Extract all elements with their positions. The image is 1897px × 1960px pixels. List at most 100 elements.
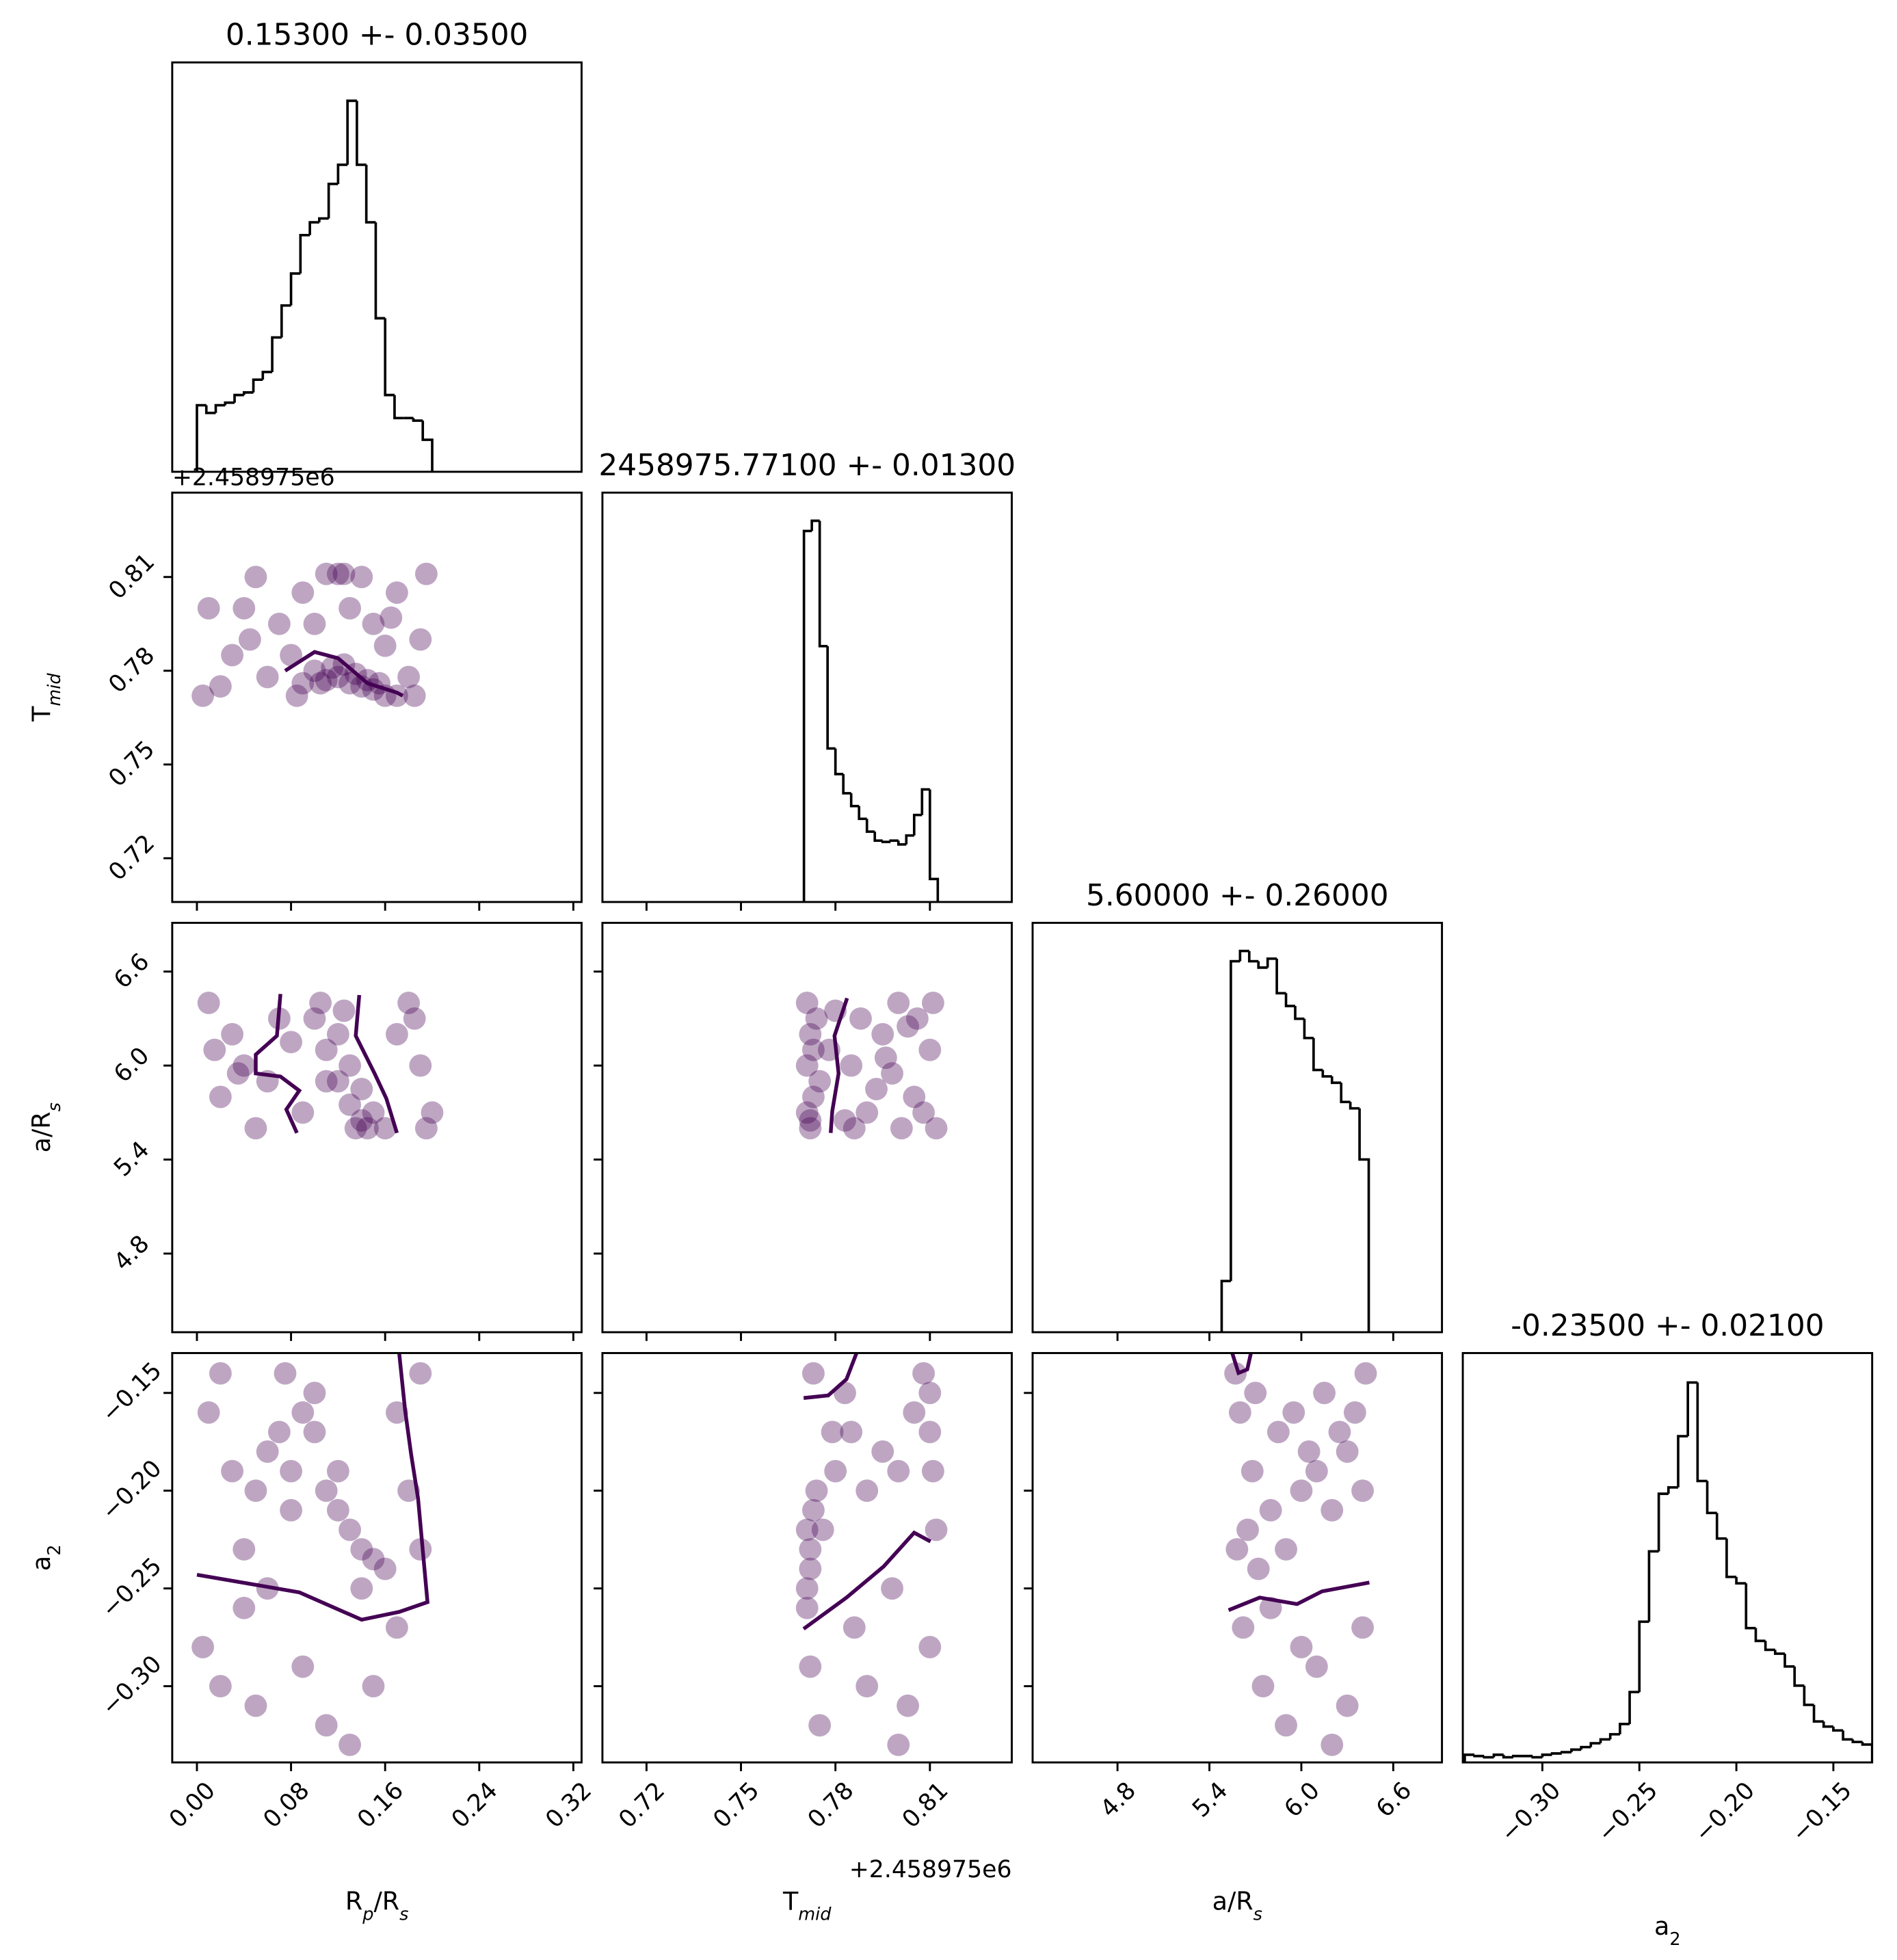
scatter-point (811, 1518, 834, 1541)
histogram-bin (810, 519, 820, 531)
scatter-point (373, 1117, 397, 1140)
scatter-point (256, 1440, 279, 1463)
scatter-point (865, 1078, 888, 1100)
scatter-point (350, 1577, 373, 1600)
y-tick-label: 4.8 (109, 1230, 155, 1276)
contour (354, 994, 399, 1134)
scatter-point (291, 1655, 315, 1678)
panel-title: 0.15300 +- 0.03500 (226, 18, 529, 53)
scatter-point (887, 992, 910, 1014)
scatter-point (326, 665, 349, 689)
label-part: R (345, 1886, 362, 1916)
scatter-point (897, 1694, 920, 1717)
scatter-point (890, 1117, 913, 1140)
scatter-point (855, 1675, 879, 1698)
histogram-bin (261, 371, 273, 380)
scatter-point (332, 999, 356, 1022)
scatter-point (326, 1070, 349, 1093)
histogram-bin (1492, 1753, 1504, 1758)
scatter-point (280, 644, 303, 667)
x-tick-label: −0.15 (1786, 1777, 1857, 1847)
scatter-point (1244, 1381, 1267, 1405)
histogram-bin (1570, 1748, 1582, 1753)
scatter-point (191, 1636, 214, 1658)
scatter-point (397, 665, 421, 689)
panel-frame (601, 491, 1013, 903)
scatter-point (350, 1109, 373, 1132)
histogram-bin (252, 378, 263, 393)
y-tick-label: −0.20 (96, 1455, 167, 1525)
histogram-bin (1667, 1486, 1678, 1494)
x-axis-label: Rp/Rs (345, 1886, 409, 1924)
scatter-point (339, 1054, 362, 1077)
histogram-bin (818, 520, 828, 648)
histogram-bin (356, 101, 367, 166)
scatter-point (1321, 1733, 1344, 1756)
scatter-point (409, 1362, 432, 1385)
scatter-point (881, 1062, 903, 1085)
panel (191, 562, 438, 707)
scatter-point (356, 1117, 379, 1140)
scatter-point (256, 665, 279, 689)
scatter-point (843, 1117, 866, 1140)
scatter-point (805, 1007, 828, 1030)
scatter-point (221, 1022, 244, 1046)
scatter-point (874, 1046, 897, 1070)
scatter-point (1236, 1518, 1259, 1541)
label-part: a/R (1212, 1886, 1253, 1916)
histogram-bin (1608, 1733, 1620, 1740)
subscript: s (399, 1904, 408, 1924)
histogram-bin (897, 840, 907, 846)
scatter-point (795, 1054, 819, 1077)
x-axis-label: Tmid (782, 1886, 832, 1924)
scatter-point (385, 581, 408, 604)
subscript: s (44, 1102, 65, 1111)
subscript: p (362, 1904, 373, 1924)
scatter-point (925, 1518, 948, 1541)
scatter-point (1266, 1420, 1290, 1444)
histogram-bin (1294, 1006, 1305, 1020)
scatter-point (244, 1117, 267, 1140)
scatter-point (397, 992, 421, 1014)
histogram-bin (1677, 1435, 1688, 1487)
scatter-point (291, 1401, 315, 1424)
histogram-bin (1349, 1102, 1360, 1110)
scatter-point (918, 1038, 942, 1061)
subscript: mid (798, 1904, 832, 1924)
scatter-point (821, 1420, 844, 1444)
scatter-point (209, 1085, 232, 1109)
scatter-point (802, 1362, 825, 1385)
histogram-bin (336, 163, 348, 184)
y-tick-label: 6.6 (109, 948, 155, 994)
scatter-point (840, 1054, 863, 1077)
histogram-bin (1725, 1538, 1737, 1578)
histogram-bin (233, 393, 244, 403)
histogram-bin (889, 839, 899, 843)
y-axis-label: a/Rs (27, 1102, 65, 1152)
histogram-bin (1812, 1704, 1824, 1723)
scatter-point (799, 1117, 822, 1140)
scatter-point (1247, 1557, 1270, 1580)
scatter-point (921, 992, 944, 1014)
scatter-point (303, 612, 326, 635)
scatter-point (315, 1038, 338, 1061)
scatter-point (303, 1381, 326, 1405)
scatter-point (303, 1420, 326, 1444)
histogram-bin (912, 813, 923, 836)
scatter-point (897, 1015, 920, 1038)
x-axis-label: a2 (1654, 1911, 1681, 1950)
scatter-point (291, 581, 315, 604)
y-tick-label: −0.15 (96, 1357, 167, 1427)
scatter-point (315, 1714, 338, 1737)
contour (1230, 1353, 1253, 1376)
y-tick-label: 0.75 (103, 736, 160, 793)
histogram-bin (1257, 961, 1268, 969)
histogram-bin (842, 773, 851, 795)
x-tick-label: −0.20 (1690, 1777, 1760, 1847)
scatter-point (244, 1479, 267, 1502)
label-part: a (1654, 1911, 1669, 1941)
scatter-point (795, 1101, 819, 1124)
scatter-point (802, 1498, 825, 1522)
subscript: 2 (1669, 1929, 1680, 1950)
scatter-point (795, 1596, 819, 1619)
